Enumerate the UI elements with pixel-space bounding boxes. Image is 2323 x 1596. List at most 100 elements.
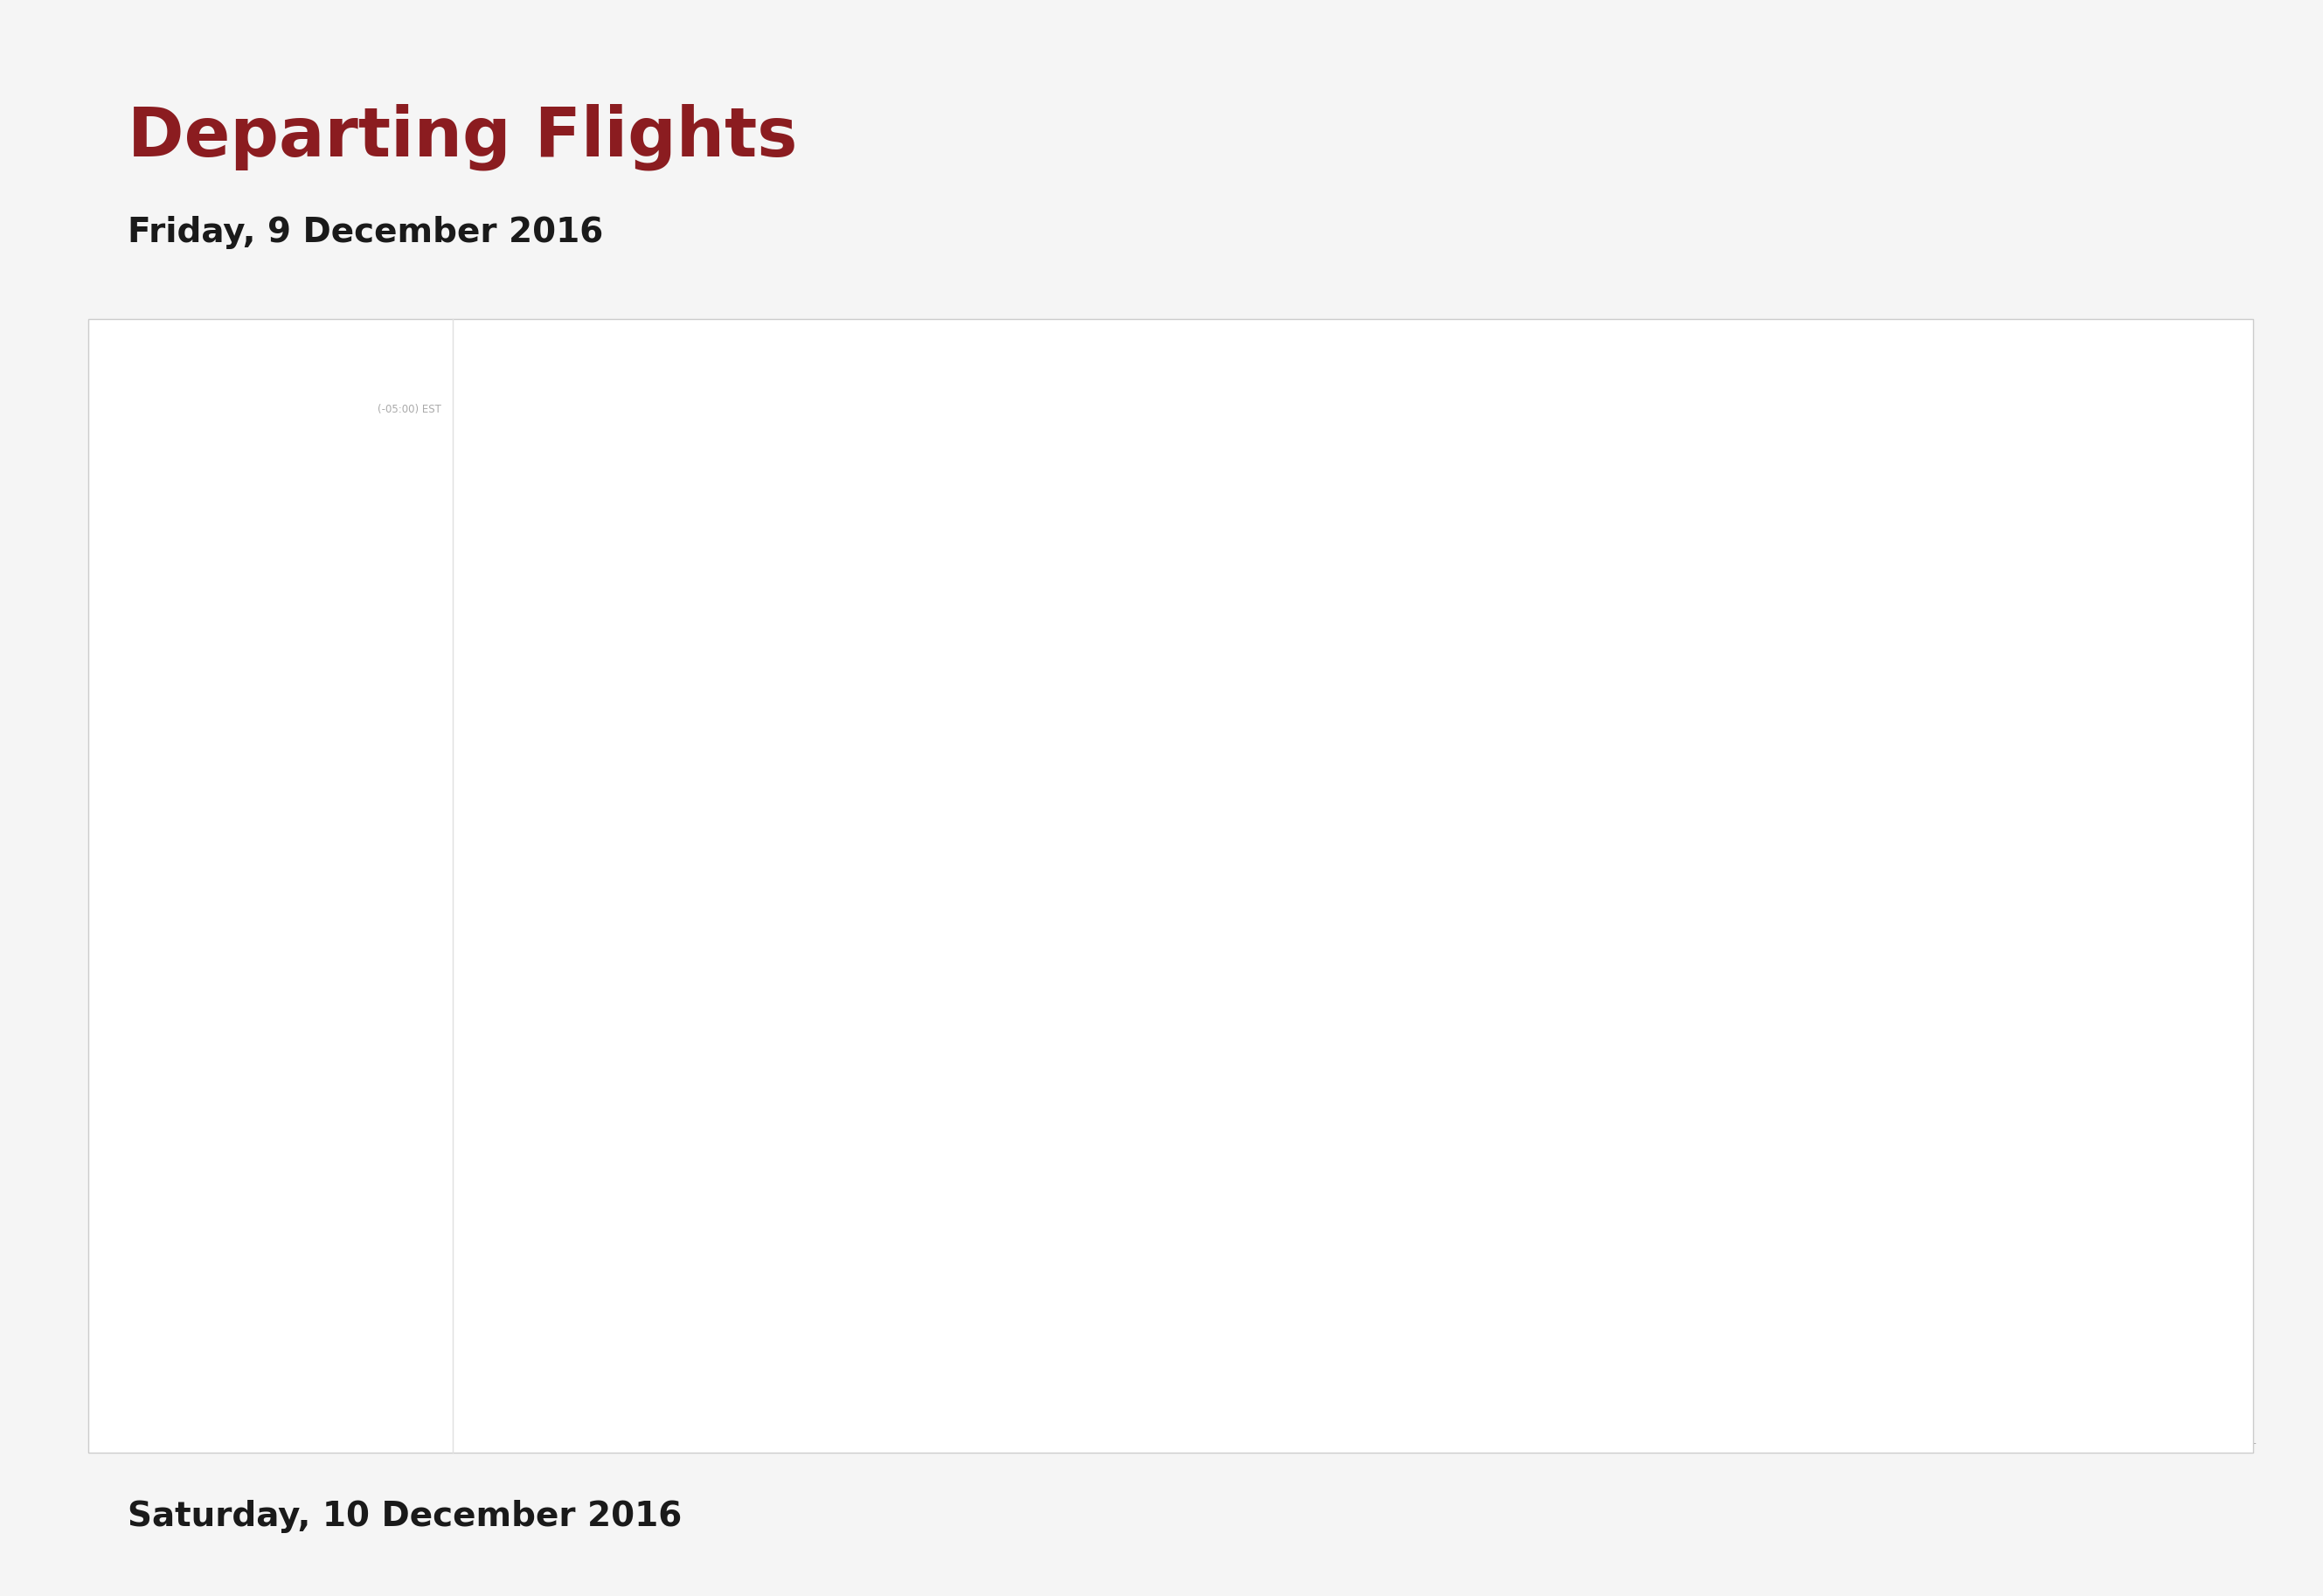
Text: LGA: LGA xyxy=(2100,1377,2121,1387)
Bar xyxy=(1087,444,1145,487)
Text: CMH: CMH xyxy=(1229,956,1252,964)
Text: Philip Fry: Philip Fry xyxy=(369,787,430,798)
Text: Imperious Forces: Imperious Forces xyxy=(346,737,430,745)
Bar xyxy=(1608,1288,1705,1331)
Text: 12:00P: 12:00P xyxy=(1308,1071,1340,1079)
Text: 10:39A: 10:39A xyxy=(1254,648,1287,658)
Text: MDW: MDW xyxy=(1338,883,1364,892)
Text: DFW: DFW xyxy=(1192,630,1215,638)
Text: ORD: ORD xyxy=(1645,1306,1668,1314)
Text: Ford Prefect: Ford Prefect xyxy=(348,1293,430,1304)
Text: WN 644: WN 644 xyxy=(1268,798,1308,808)
Text: DL 3733: DL 3733 xyxy=(1011,546,1052,554)
Text: Galactic Empire: Galactic Empire xyxy=(353,1159,430,1168)
Bar xyxy=(1333,950,1422,994)
Text: 8:00A: 8:00A xyxy=(1015,733,1041,742)
Text: LGA: LGA xyxy=(1654,787,1675,795)
Text: D.O.O.P.: D.O.O.P. xyxy=(390,1074,430,1084)
Text: 8:05P: 8:05P xyxy=(1916,1408,1942,1417)
Bar xyxy=(1317,865,1385,910)
Text: LAS: LAS xyxy=(1480,448,1501,458)
Text: DL 3447: DL 3447 xyxy=(2000,1390,2042,1398)
Text: SFO: SFO xyxy=(1538,533,1561,543)
Text: MSP: MSP xyxy=(1106,546,1127,554)
Text: PDX: PDX xyxy=(1777,956,1800,964)
Bar xyxy=(1145,528,1531,571)
Text: UA 6025: UA 6025 xyxy=(1542,1306,1587,1314)
Text: 10:00P: 10:00P xyxy=(2100,1408,2133,1417)
Bar xyxy=(976,444,1087,487)
Bar xyxy=(1608,1119,2242,1163)
Text: MDW: MDW xyxy=(1338,798,1364,808)
Text: Rebel Alliance: Rebel Alliance xyxy=(360,653,430,661)
Text: AA 1534: AA 1534 xyxy=(1085,713,1127,723)
Bar xyxy=(1705,1288,2242,1331)
Text: CMH: CMH xyxy=(1649,1210,1675,1218)
Bar xyxy=(1162,696,1247,741)
Text: ORD: ORD xyxy=(1366,967,1389,977)
Text: DFW: DFW xyxy=(1559,1136,1582,1146)
Bar xyxy=(1682,1203,1796,1246)
Text: Galactic Empire: Galactic Empire xyxy=(353,991,430,999)
Bar xyxy=(1385,780,1645,825)
Text: UA 3824: UA 3824 xyxy=(1717,1221,1761,1229)
Text: DCA: DCA xyxy=(1410,1052,1431,1061)
Text: R. Daneel Olivaw: R. Daneel Olivaw xyxy=(318,956,430,967)
Text: 2:20P: 2:20P xyxy=(1487,1325,1515,1333)
Bar xyxy=(976,528,1087,571)
Bar xyxy=(1162,613,1247,656)
Legend: Departing from CMH, Departing from CVG: Departing from CMH, Departing from CVG xyxy=(1933,326,2246,337)
Text: Lamuella: Lamuella xyxy=(386,1243,430,1253)
Text: 4:30P: 4:30P xyxy=(1649,1240,1675,1248)
Text: DL 1751: DL 1751 xyxy=(1287,461,1331,469)
Text: AA 70: AA 70 xyxy=(1910,1136,1940,1146)
Bar xyxy=(1087,528,1145,571)
Text: Dark Helmet: Dark Helmet xyxy=(348,702,430,713)
Text: Kaylee Frye: Kaylee Frye xyxy=(353,533,430,544)
Text: Malcom Reynolds: Malcom Reynolds xyxy=(316,448,430,460)
Text: Serenity: Serenity xyxy=(390,484,430,492)
Text: 8:00A: 8:00A xyxy=(1015,648,1041,658)
Bar xyxy=(1145,444,1473,487)
Text: Zapp Brannigan: Zapp Brannigan xyxy=(325,1039,430,1052)
Text: CMH: CMH xyxy=(1229,871,1252,879)
Text: DL 2305: DL 2305 xyxy=(1317,546,1359,554)
Bar xyxy=(1403,1034,1438,1079)
Text: 5:40P: 5:40P xyxy=(1777,986,1803,994)
Text: UA 29: UA 29 xyxy=(2033,1221,2063,1229)
Text: CMH: CMH xyxy=(1229,787,1252,795)
Bar xyxy=(1259,780,1317,825)
Text: Arthur Dent: Arthur Dent xyxy=(353,1208,430,1219)
Text: 1:14P: 1:14P xyxy=(1447,1071,1473,1079)
Bar xyxy=(1259,865,1317,910)
Text: WN 3376: WN 3376 xyxy=(1491,883,1538,892)
Text: RDU: RDU xyxy=(1515,702,1538,712)
Text: Hari Seldon: Hari Seldon xyxy=(353,1124,430,1135)
Text: AA 174: AA 174 xyxy=(1359,713,1396,723)
Text: CVG: CVG xyxy=(1491,1293,1515,1302)
Text: MSP: MSP xyxy=(1106,461,1127,469)
Text: CMH: CMH xyxy=(943,448,966,458)
Bar xyxy=(1050,696,1162,741)
Text: CMH: CMH xyxy=(1017,702,1041,712)
Text: 2:28P: 2:28P xyxy=(1538,563,1566,573)
Text: H2G2: H2G2 xyxy=(402,1328,430,1337)
Bar xyxy=(1259,950,1333,994)
Text: Saturday, 10 December 2016: Saturday, 10 December 2016 xyxy=(128,1500,683,1534)
Text: AA 3611: AA 3611 xyxy=(1431,1136,1475,1146)
Bar xyxy=(1385,865,1645,910)
Text: Departing Flights: Departing Flights xyxy=(128,104,797,171)
Text: DFW: DFW xyxy=(1254,618,1280,627)
Text: 10:50A: 10:50A xyxy=(1220,902,1252,910)
Text: DCA: DCA xyxy=(1447,1041,1468,1049)
Text: EWR: EWR xyxy=(1812,1221,1835,1229)
Text: 4:00P: 4:00P xyxy=(1654,902,1680,910)
Text: WN 644: WN 644 xyxy=(1268,883,1308,892)
Bar xyxy=(1533,1119,1608,1163)
Text: DL 3733: DL 3733 xyxy=(1011,461,1052,469)
Bar xyxy=(1796,1203,1854,1246)
Text: UA 549: UA 549 xyxy=(1577,967,1614,977)
Text: 10:50A: 10:50A xyxy=(1220,817,1252,827)
Text: CMH: CMH xyxy=(943,533,966,543)
Text: 12:20P: 12:20P xyxy=(1333,1156,1364,1163)
